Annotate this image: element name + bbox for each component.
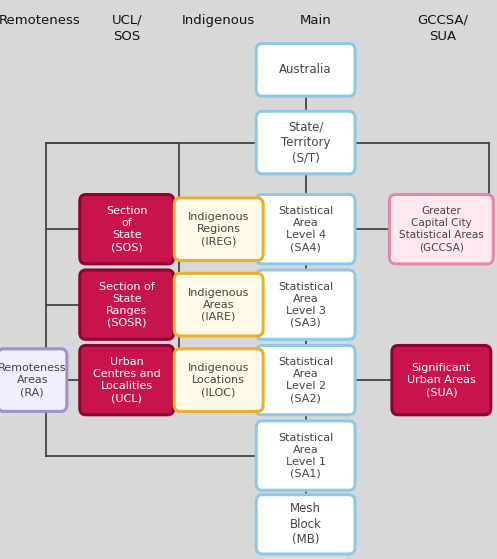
Text: Australia: Australia [279,63,332,77]
Text: Main: Main [300,14,331,27]
FancyBboxPatch shape [256,44,355,96]
FancyBboxPatch shape [174,273,263,336]
FancyBboxPatch shape [256,495,355,554]
FancyBboxPatch shape [256,345,355,415]
FancyBboxPatch shape [256,421,355,490]
Text: Remoteness
Areas
(RA): Remoteness Areas (RA) [0,363,67,397]
Text: Significant
Urban Areas
(SUA): Significant Urban Areas (SUA) [407,363,476,397]
Text: Indigenous
Locations
(ILOC): Indigenous Locations (ILOC) [188,363,249,397]
FancyBboxPatch shape [390,195,493,264]
FancyBboxPatch shape [80,270,174,339]
Text: Urban
Centres and
Localities
(UCL): Urban Centres and Localities (UCL) [93,357,161,403]
Text: State/
Territory
(S/T): State/ Territory (S/T) [281,121,331,164]
Text: Statistical
Area
Level 2
(SA2): Statistical Area Level 2 (SA2) [278,357,333,403]
FancyBboxPatch shape [392,345,491,415]
FancyBboxPatch shape [256,270,355,339]
FancyBboxPatch shape [174,198,263,260]
FancyBboxPatch shape [80,195,174,264]
Text: Remoteness: Remoteness [0,14,81,27]
Text: Statistical
Area
Level 3
(SA3): Statistical Area Level 3 (SA3) [278,282,333,328]
FancyBboxPatch shape [80,345,174,415]
FancyBboxPatch shape [174,349,263,411]
FancyBboxPatch shape [0,349,67,411]
Text: Section of
State
Ranges
(SOSR): Section of State Ranges (SOSR) [99,282,155,328]
Text: Statistical
Area
Level 1
(SA1): Statistical Area Level 1 (SA1) [278,433,333,479]
FancyBboxPatch shape [256,111,355,174]
Text: UCL/
SOS: UCL/ SOS [111,14,142,43]
Text: Mesh
Block
(MB): Mesh Block (MB) [290,503,322,546]
Text: Indigenous
Regions
(IREG): Indigenous Regions (IREG) [188,212,249,246]
Text: Indigenous: Indigenous [182,14,255,27]
Text: Indigenous
Areas
(IARE): Indigenous Areas (IARE) [188,288,249,321]
Text: Section
of
State
(SOS): Section of State (SOS) [106,206,148,252]
FancyBboxPatch shape [256,195,355,264]
Text: Statistical
Area
Level 4
(SA4): Statistical Area Level 4 (SA4) [278,206,333,252]
Text: GCCSA/
SUA: GCCSA/ SUA [417,14,468,43]
Text: Greater
Capital City
Statistical Areas
(GCCSA): Greater Capital City Statistical Areas (… [399,206,484,252]
